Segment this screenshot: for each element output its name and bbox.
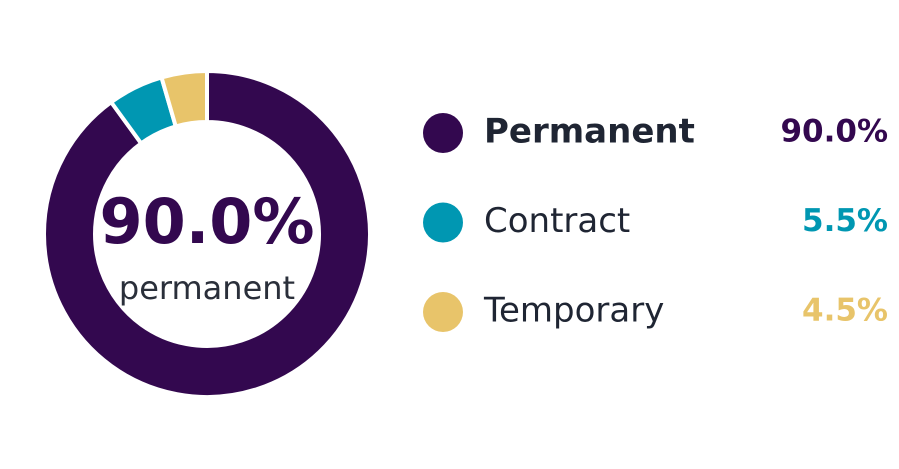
legend-swatch <box>423 202 463 243</box>
donut-segment <box>159 68 209 129</box>
value-label: 90.0% <box>780 114 888 150</box>
legend-label: Temporary <box>483 291 664 331</box>
donut <box>42 68 372 399</box>
legend-swatch <box>423 292 463 332</box>
legend-label: Contract <box>484 201 630 241</box>
legend-swatch <box>423 113 463 153</box>
center-caption: permanent <box>119 269 295 307</box>
legend-label: Permanent <box>484 112 695 152</box>
donut-segment <box>42 68 372 399</box>
center-value: 90.0% <box>99 185 314 258</box>
value-label: 5.5% <box>802 203 888 239</box>
value-label: 4.5% <box>802 293 888 329</box>
legend: Permanent 90.0% Contract 5.5% Temporary 4.5% <box>423 112 888 332</box>
